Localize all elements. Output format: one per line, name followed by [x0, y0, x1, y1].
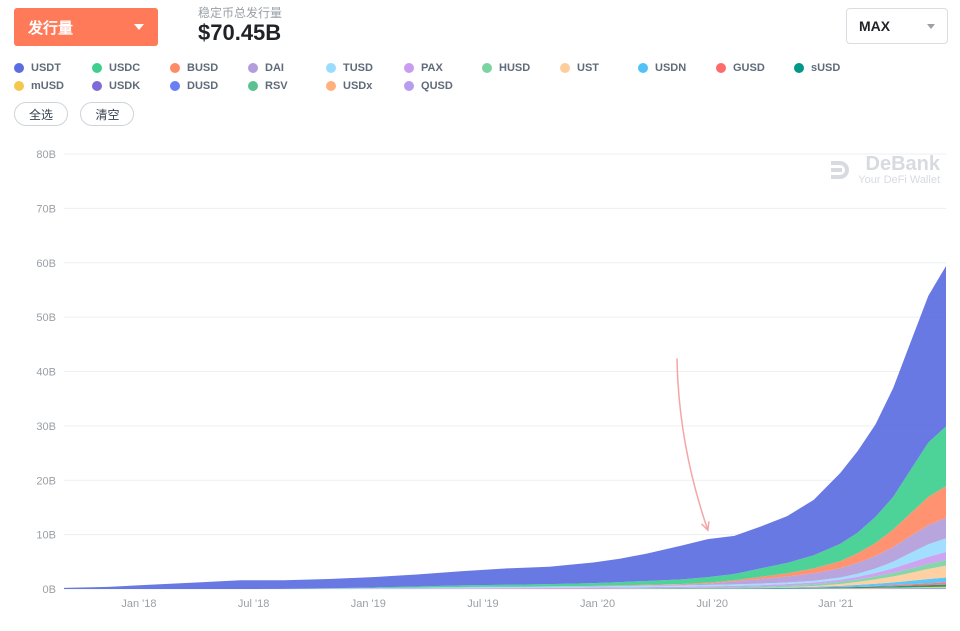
- legend-item-susd[interactable]: sUSD: [794, 62, 844, 74]
- kpi-label: 稳定币总发行量: [198, 6, 282, 20]
- legend-item-musd[interactable]: mUSD: [14, 80, 64, 92]
- chevron-down-icon: [927, 24, 935, 29]
- legend-item-qusd[interactable]: QUSD: [404, 80, 454, 92]
- legend-swatch-icon: [92, 63, 102, 73]
- svg-text:40B: 40B: [36, 367, 56, 379]
- legend-item-label: USDx: [343, 80, 372, 92]
- legend-item-label: GUSD: [733, 62, 765, 74]
- legend-item-dai[interactable]: DAI: [248, 62, 298, 74]
- legend-swatch-icon: [14, 63, 24, 73]
- range-dropdown[interactable]: MAX: [846, 8, 948, 44]
- svg-text:Jul '18: Jul '18: [238, 598, 269, 610]
- legend-item-label: USDC: [109, 62, 140, 74]
- legend-item-label: DUSD: [187, 80, 218, 92]
- svg-text:Jan '20: Jan '20: [580, 598, 615, 610]
- legend-swatch-icon: [326, 81, 336, 91]
- legend-item-label: mUSD: [31, 80, 64, 92]
- svg-text:Jan '21: Jan '21: [818, 598, 853, 610]
- metric-dropdown[interactable]: 发行量: [14, 8, 158, 46]
- legend-item-label: sUSD: [811, 62, 840, 74]
- legend-item-label: USDN: [655, 62, 686, 74]
- stablecoin-issuance-chart[interactable]: 0B 10B 20B 30B 40B 50B 60B 70B 80B Jan '18 Jul '18…: [22, 140, 950, 621]
- legend-item-rsv[interactable]: RSV: [248, 80, 298, 92]
- svg-text:10B: 10B: [36, 530, 56, 542]
- legend-swatch-icon: [560, 63, 570, 73]
- legend-item-label: USDK: [109, 80, 140, 92]
- legend-item-usdx[interactable]: USDx: [326, 80, 376, 92]
- legend-swatch-icon: [716, 63, 726, 73]
- svg-text:0B: 0B: [43, 584, 56, 596]
- legend-swatch-icon: [482, 63, 492, 73]
- svg-text:Jan '18: Jan '18: [121, 598, 156, 610]
- series-area-usdt: [64, 266, 946, 589]
- clear-button[interactable]: 清空: [80, 102, 134, 126]
- legend-item-label: UST: [577, 62, 599, 74]
- legend-item-dusd[interactable]: DUSD: [170, 80, 220, 92]
- legend-item-label: DAI: [265, 62, 284, 74]
- legend-item-tusd[interactable]: TUSD: [326, 62, 376, 74]
- svg-text:20B: 20B: [36, 475, 56, 487]
- metric-dropdown-label: 发行量: [28, 17, 73, 38]
- legend-swatch-icon: [92, 81, 102, 91]
- legend-swatch-icon: [638, 63, 648, 73]
- legend-item-label: USDT: [31, 62, 61, 74]
- legend-item-usdt[interactable]: USDT: [14, 62, 64, 74]
- legend-item-usdc[interactable]: USDC: [92, 62, 142, 74]
- chevron-down-icon: [134, 24, 144, 30]
- legend-item-label: BUSD: [187, 62, 218, 74]
- select-all-button[interactable]: 全选: [14, 102, 68, 126]
- range-dropdown-label: MAX: [859, 18, 890, 34]
- svg-text:70B: 70B: [36, 203, 56, 215]
- svg-text:30B: 30B: [36, 421, 56, 433]
- legend-item-usdn[interactable]: USDN: [638, 62, 688, 74]
- legend-swatch-icon: [14, 81, 24, 91]
- kpi-block: 稳定币总发行量 $70.45B: [198, 6, 282, 46]
- legend-item-busd[interactable]: BUSD: [170, 62, 220, 74]
- legend-swatch-icon: [794, 63, 804, 73]
- legend-swatch-icon: [248, 81, 258, 91]
- legend-item-gusd[interactable]: GUSD: [716, 62, 766, 74]
- legend-item-usdk[interactable]: USDK: [92, 80, 142, 92]
- legend: USDT USDC BUSD DAI TUSD PAX HUSD UST USDN GUSD sUS…: [14, 60, 948, 126]
- svg-text:50B: 50B: [36, 312, 56, 324]
- legend-item-label: TUSD: [343, 62, 373, 74]
- legend-swatch-icon: [170, 81, 180, 91]
- legend-item-label: QUSD: [421, 80, 453, 92]
- legend-swatch-icon: [248, 63, 258, 73]
- legend-item-label: RSV: [265, 80, 288, 92]
- legend-swatch-icon: [404, 81, 414, 91]
- kpi-value: $70.45B: [198, 20, 282, 46]
- svg-text:Jan '19: Jan '19: [351, 598, 386, 610]
- legend-item-label: HUSD: [499, 62, 530, 74]
- legend-item-pax[interactable]: PAX: [404, 62, 454, 74]
- svg-text:60B: 60B: [36, 258, 56, 270]
- legend-swatch-icon: [170, 63, 180, 73]
- svg-text:Jul '20: Jul '20: [697, 598, 728, 610]
- legend-swatch-icon: [404, 63, 414, 73]
- legend-swatch-icon: [326, 63, 336, 73]
- annotation-arrow: [677, 358, 708, 530]
- svg-text:Jul '19: Jul '19: [467, 598, 498, 610]
- legend-item-label: PAX: [421, 62, 443, 74]
- svg-text:80B: 80B: [36, 149, 56, 161]
- legend-item-ust[interactable]: UST: [560, 62, 610, 74]
- legend-item-husd[interactable]: HUSD: [482, 62, 532, 74]
